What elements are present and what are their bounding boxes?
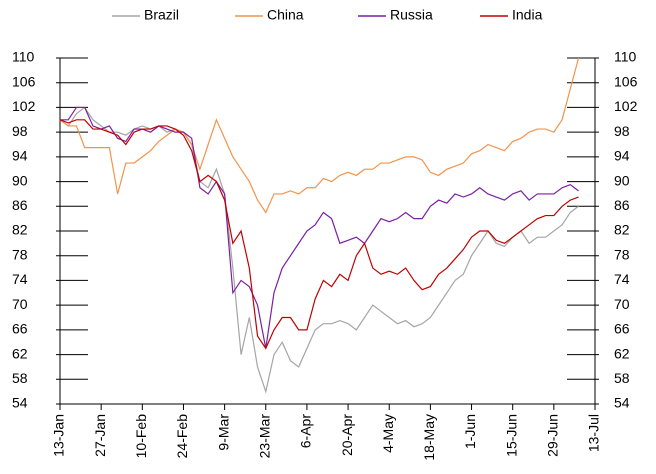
y2-tick-label: 90 xyxy=(614,172,630,188)
x-tick-label: 18-May xyxy=(421,414,437,461)
y-tick-label: 82 xyxy=(12,222,28,238)
y-tick-label: 110 xyxy=(12,49,35,65)
y2-tick-label: 74 xyxy=(614,271,630,287)
x-tick-label: 23-Mar xyxy=(256,414,272,459)
y2-tick-label: 66 xyxy=(614,321,630,337)
legend-label: China xyxy=(267,7,304,23)
y2-tick-label: 58 xyxy=(614,370,630,386)
y-tick-label: 62 xyxy=(12,345,28,361)
x-tick-label: 1-Jun xyxy=(462,414,478,449)
series-line xyxy=(59,106,579,394)
x-tick-label: 13-Jan xyxy=(51,414,67,457)
y2-tick-label: 62 xyxy=(614,345,630,361)
series-line xyxy=(59,57,580,214)
y2-tick-label: 110 xyxy=(614,49,637,65)
series-line xyxy=(60,106,579,349)
y-tick-label: 70 xyxy=(12,296,28,312)
y2-tick-label: 102 xyxy=(614,98,638,114)
x-tick-label: 15-Jun xyxy=(503,414,519,457)
y-tick-label: 86 xyxy=(12,197,28,213)
y-tick-label: 106 xyxy=(12,73,36,89)
y-tick-label: 66 xyxy=(12,321,28,337)
y-tick-label: 78 xyxy=(12,246,28,262)
y2-tick-label: 54 xyxy=(614,395,630,411)
series-line xyxy=(59,119,579,350)
y2-tick-label: 70 xyxy=(614,296,630,312)
y-tick-label: 74 xyxy=(12,271,28,287)
y-tick-label: 102 xyxy=(12,98,36,114)
x-tick-label: 29-Jun xyxy=(545,414,561,457)
x-tick-label: 9-Mar xyxy=(215,414,231,451)
x-tick-label: 24-Feb xyxy=(174,414,190,459)
y2-tick-label: 94 xyxy=(614,148,630,164)
x-tick-label: 20-Apr xyxy=(339,414,355,456)
y2-tick-label: 78 xyxy=(614,246,630,262)
x-tick-label: 10-Feb xyxy=(133,414,149,459)
y-tick-label: 54 xyxy=(12,395,28,411)
x-tick-label: 6-Apr xyxy=(298,414,314,449)
y2-tick-label: 86 xyxy=(614,197,630,213)
y-tick-label: 94 xyxy=(12,148,28,164)
legend-label: Brazil xyxy=(144,7,179,23)
x-tick-label: 13-Jul xyxy=(586,414,602,452)
y2-tick-label: 82 xyxy=(614,222,630,238)
legend-label: Russia xyxy=(390,7,433,23)
y-tick-label: 98 xyxy=(12,123,28,139)
y-tick-label: 90 xyxy=(12,172,28,188)
x-tick-label: 27-Jan xyxy=(92,414,108,457)
y-tick-label: 58 xyxy=(12,370,28,386)
y2-tick-label: 106 xyxy=(614,73,638,89)
legend-label: India xyxy=(512,7,543,23)
x-tick-label: 4-May xyxy=(380,414,396,453)
y2-tick-label: 98 xyxy=(614,123,630,139)
